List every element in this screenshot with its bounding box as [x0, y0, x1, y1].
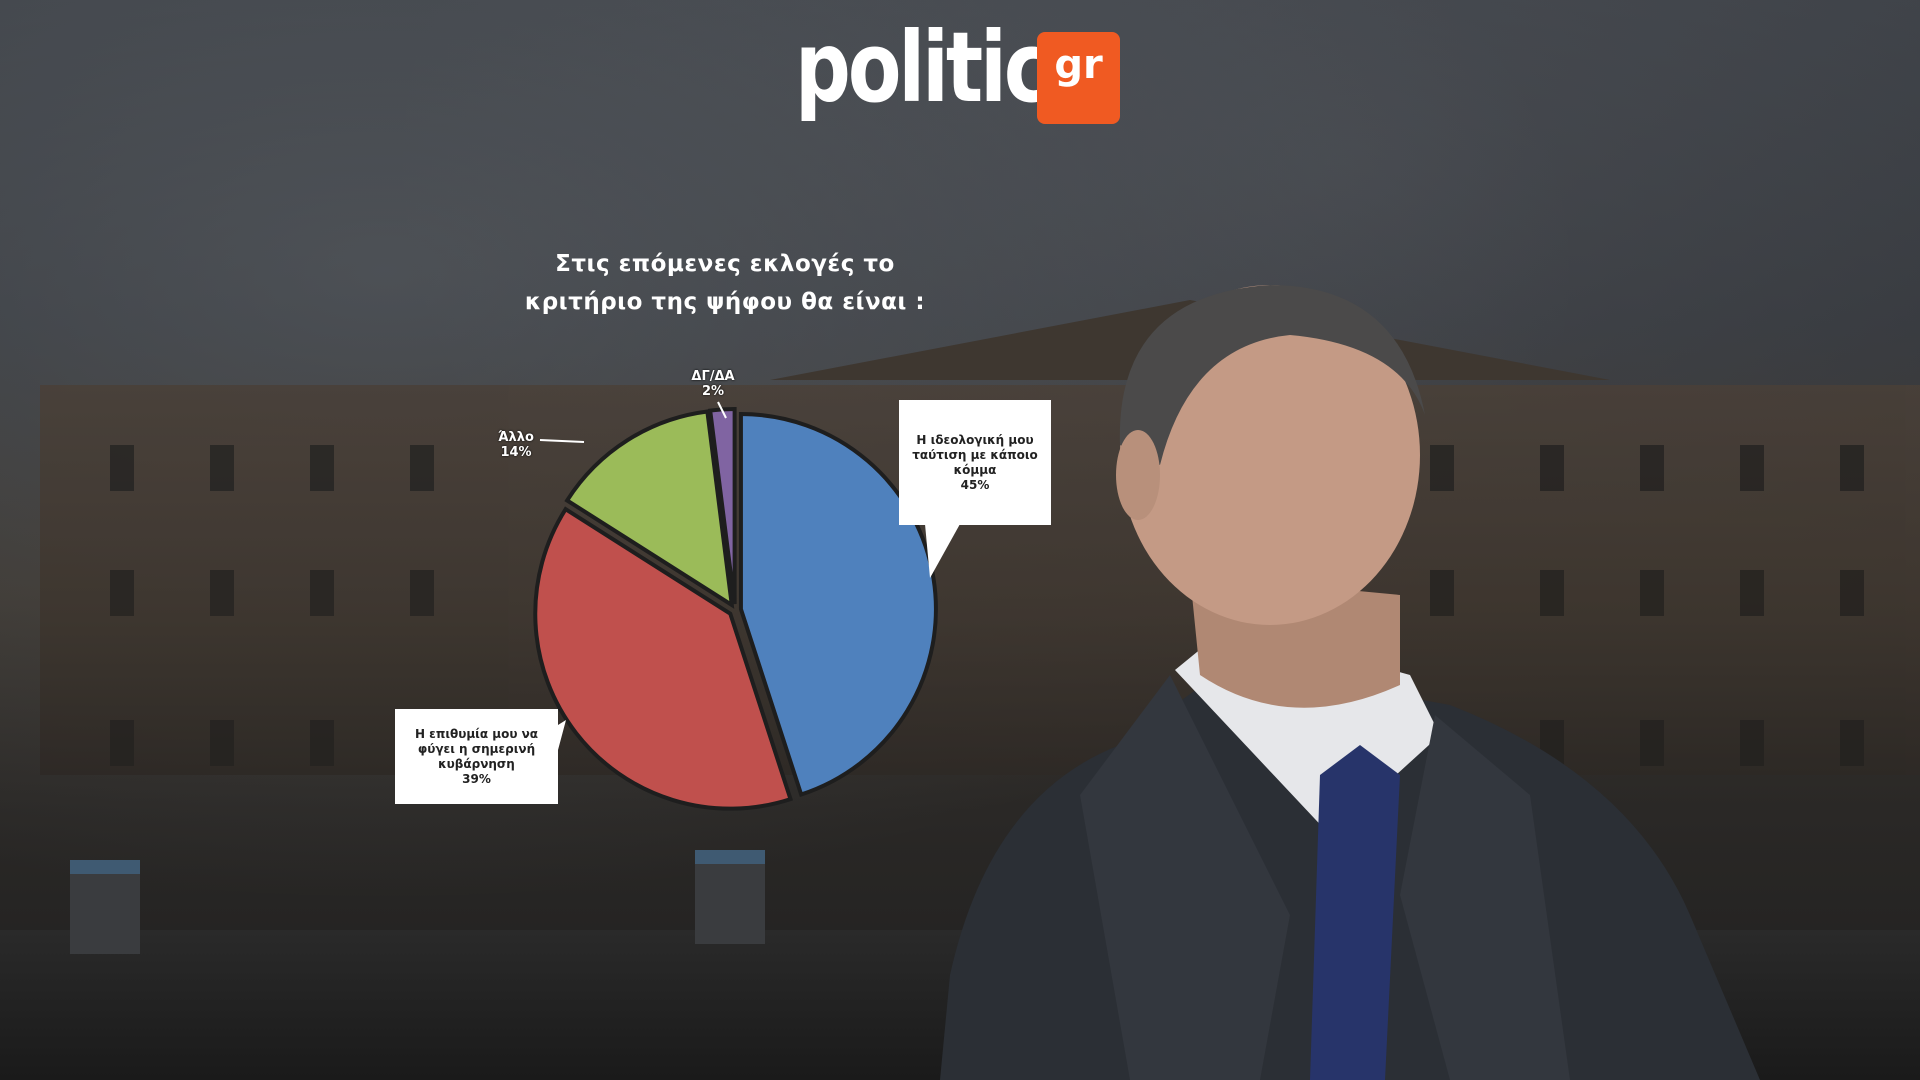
- building-window: [410, 445, 434, 491]
- building-window: [1430, 570, 1454, 616]
- guard-booth-left: [70, 860, 140, 954]
- building-window: [210, 570, 234, 616]
- label-party-value: 45%: [960, 477, 990, 492]
- building-window: [110, 445, 134, 491]
- logo-badge: gr: [1037, 32, 1120, 124]
- building-window: [1740, 720, 1764, 766]
- building-window: [310, 570, 334, 616]
- building-window: [1840, 445, 1864, 491]
- label-party: Η ιδεολογική μου ταύτιση με κάποιο κόμμα…: [899, 400, 1051, 525]
- building-window: [1430, 445, 1454, 491]
- label-government-line1: Η επιθυμία μου να: [414, 726, 539, 741]
- leader-line-dk: [717, 401, 727, 419]
- label-party-line1: Η ιδεολογική μου: [916, 432, 1034, 447]
- label-party-line3: κόμμα: [953, 462, 997, 477]
- building-window: [1840, 720, 1864, 766]
- building-window: [1640, 570, 1664, 616]
- callout-pointer-government: [558, 720, 566, 750]
- building-window: [110, 570, 134, 616]
- leader-line-other: [539, 439, 585, 443]
- building-window: [1640, 445, 1664, 491]
- label-government-line3: κυβάρνηση: [438, 756, 515, 771]
- building-window: [1540, 445, 1564, 491]
- label-dk: ΔΓ/ΔΑ 2%: [686, 369, 740, 399]
- label-other-name: Άλλο: [498, 430, 534, 445]
- label-government: Η επιθυμία μου να φύγει η σημερινή κυβάρ…: [395, 709, 558, 804]
- logo-badge-text: gr: [1054, 42, 1103, 88]
- pie-slice-2: [564, 409, 735, 609]
- label-other: Άλλο 14%: [494, 430, 538, 460]
- building-window: [1740, 445, 1764, 491]
- callout-pointer-party: [925, 524, 960, 578]
- label-dk-value: 2%: [701, 384, 725, 399]
- guard-booth-right: [695, 850, 765, 944]
- pie-slice-0: [738, 412, 938, 798]
- label-other-value: 14%: [500, 445, 532, 460]
- label-government-line2: φύγει η σημερινή: [417, 741, 536, 756]
- chart-title: Στις επόμενες εκλογές το κριτήριο της ψή…: [524, 251, 926, 315]
- pie-slice-1: [533, 506, 794, 811]
- building-window: [1540, 570, 1564, 616]
- building-window: [310, 720, 334, 766]
- building-window: [210, 445, 234, 491]
- label-government-value: 39%: [462, 771, 491, 786]
- logo-wordmark: politic: [795, 12, 1050, 125]
- building-window: [310, 445, 334, 491]
- building-window: [110, 720, 134, 766]
- politic-logo: politic gr: [795, 10, 1125, 125]
- label-dk-name: ΔΓ/ΔΑ: [691, 369, 735, 384]
- building-window: [1640, 720, 1664, 766]
- man-in-suit-photo: [940, 285, 1760, 1080]
- building-window: [210, 720, 234, 766]
- building-window: [1840, 570, 1864, 616]
- building-window: [1740, 570, 1764, 616]
- building-window: [410, 570, 434, 616]
- label-party-line2: ταύτιση με κάποιο: [912, 447, 1038, 462]
